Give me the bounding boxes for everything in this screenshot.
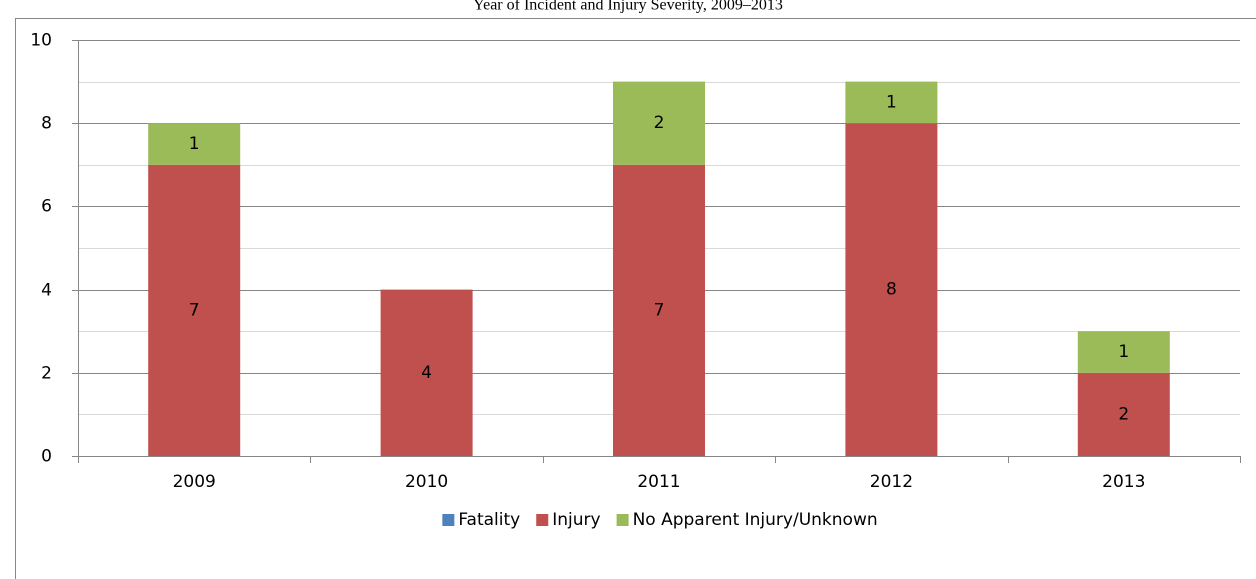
- y-tick-label: 0: [41, 447, 52, 467]
- legend-label: No Apparent Injury/Unknown: [633, 510, 878, 530]
- data-label: 1: [886, 92, 897, 112]
- legend-label: Fatality: [458, 510, 520, 530]
- x-tick-label: 2013: [1102, 472, 1145, 492]
- data-label: 2: [654, 113, 665, 133]
- data-label: 1: [1118, 342, 1129, 362]
- y-tick-label: 10: [30, 31, 52, 51]
- legend-label: Injury: [552, 510, 600, 530]
- data-label: 7: [189, 300, 200, 320]
- data-label: 7: [654, 300, 665, 320]
- bar-segment: [1077, 372, 1170, 456]
- legend-swatch: [616, 514, 629, 526]
- data-label: 1: [189, 134, 200, 154]
- bar-segment: [613, 164, 705, 457]
- bar-segment: [148, 123, 241, 165]
- bar-segment: [1077, 331, 1170, 373]
- x-tick-label: 2012: [870, 472, 913, 492]
- data-label: 8: [886, 280, 897, 300]
- bar-segment: [380, 289, 473, 456]
- data-label: 4: [421, 363, 432, 383]
- bar-segment: [613, 81, 705, 165]
- bar-segment: [845, 123, 938, 456]
- y-tick-label: 6: [41, 197, 52, 217]
- x-tick-label: 2009: [173, 472, 216, 492]
- y-tick-label: 2: [41, 364, 52, 384]
- bar-segment: [845, 81, 938, 124]
- x-tick-label: 2010: [405, 472, 448, 492]
- bar-segment: [148, 164, 241, 457]
- legend-swatch: [442, 514, 455, 526]
- chart-title: Year of Incident and Injury Severity, 20…: [473, 0, 783, 14]
- y-tick-label: 8: [41, 114, 52, 134]
- x-tick-label: 2011: [637, 472, 680, 492]
- data-label: 2: [1118, 404, 1129, 424]
- y-tick-label: 4: [41, 281, 52, 301]
- legend-swatch: [536, 514, 549, 526]
